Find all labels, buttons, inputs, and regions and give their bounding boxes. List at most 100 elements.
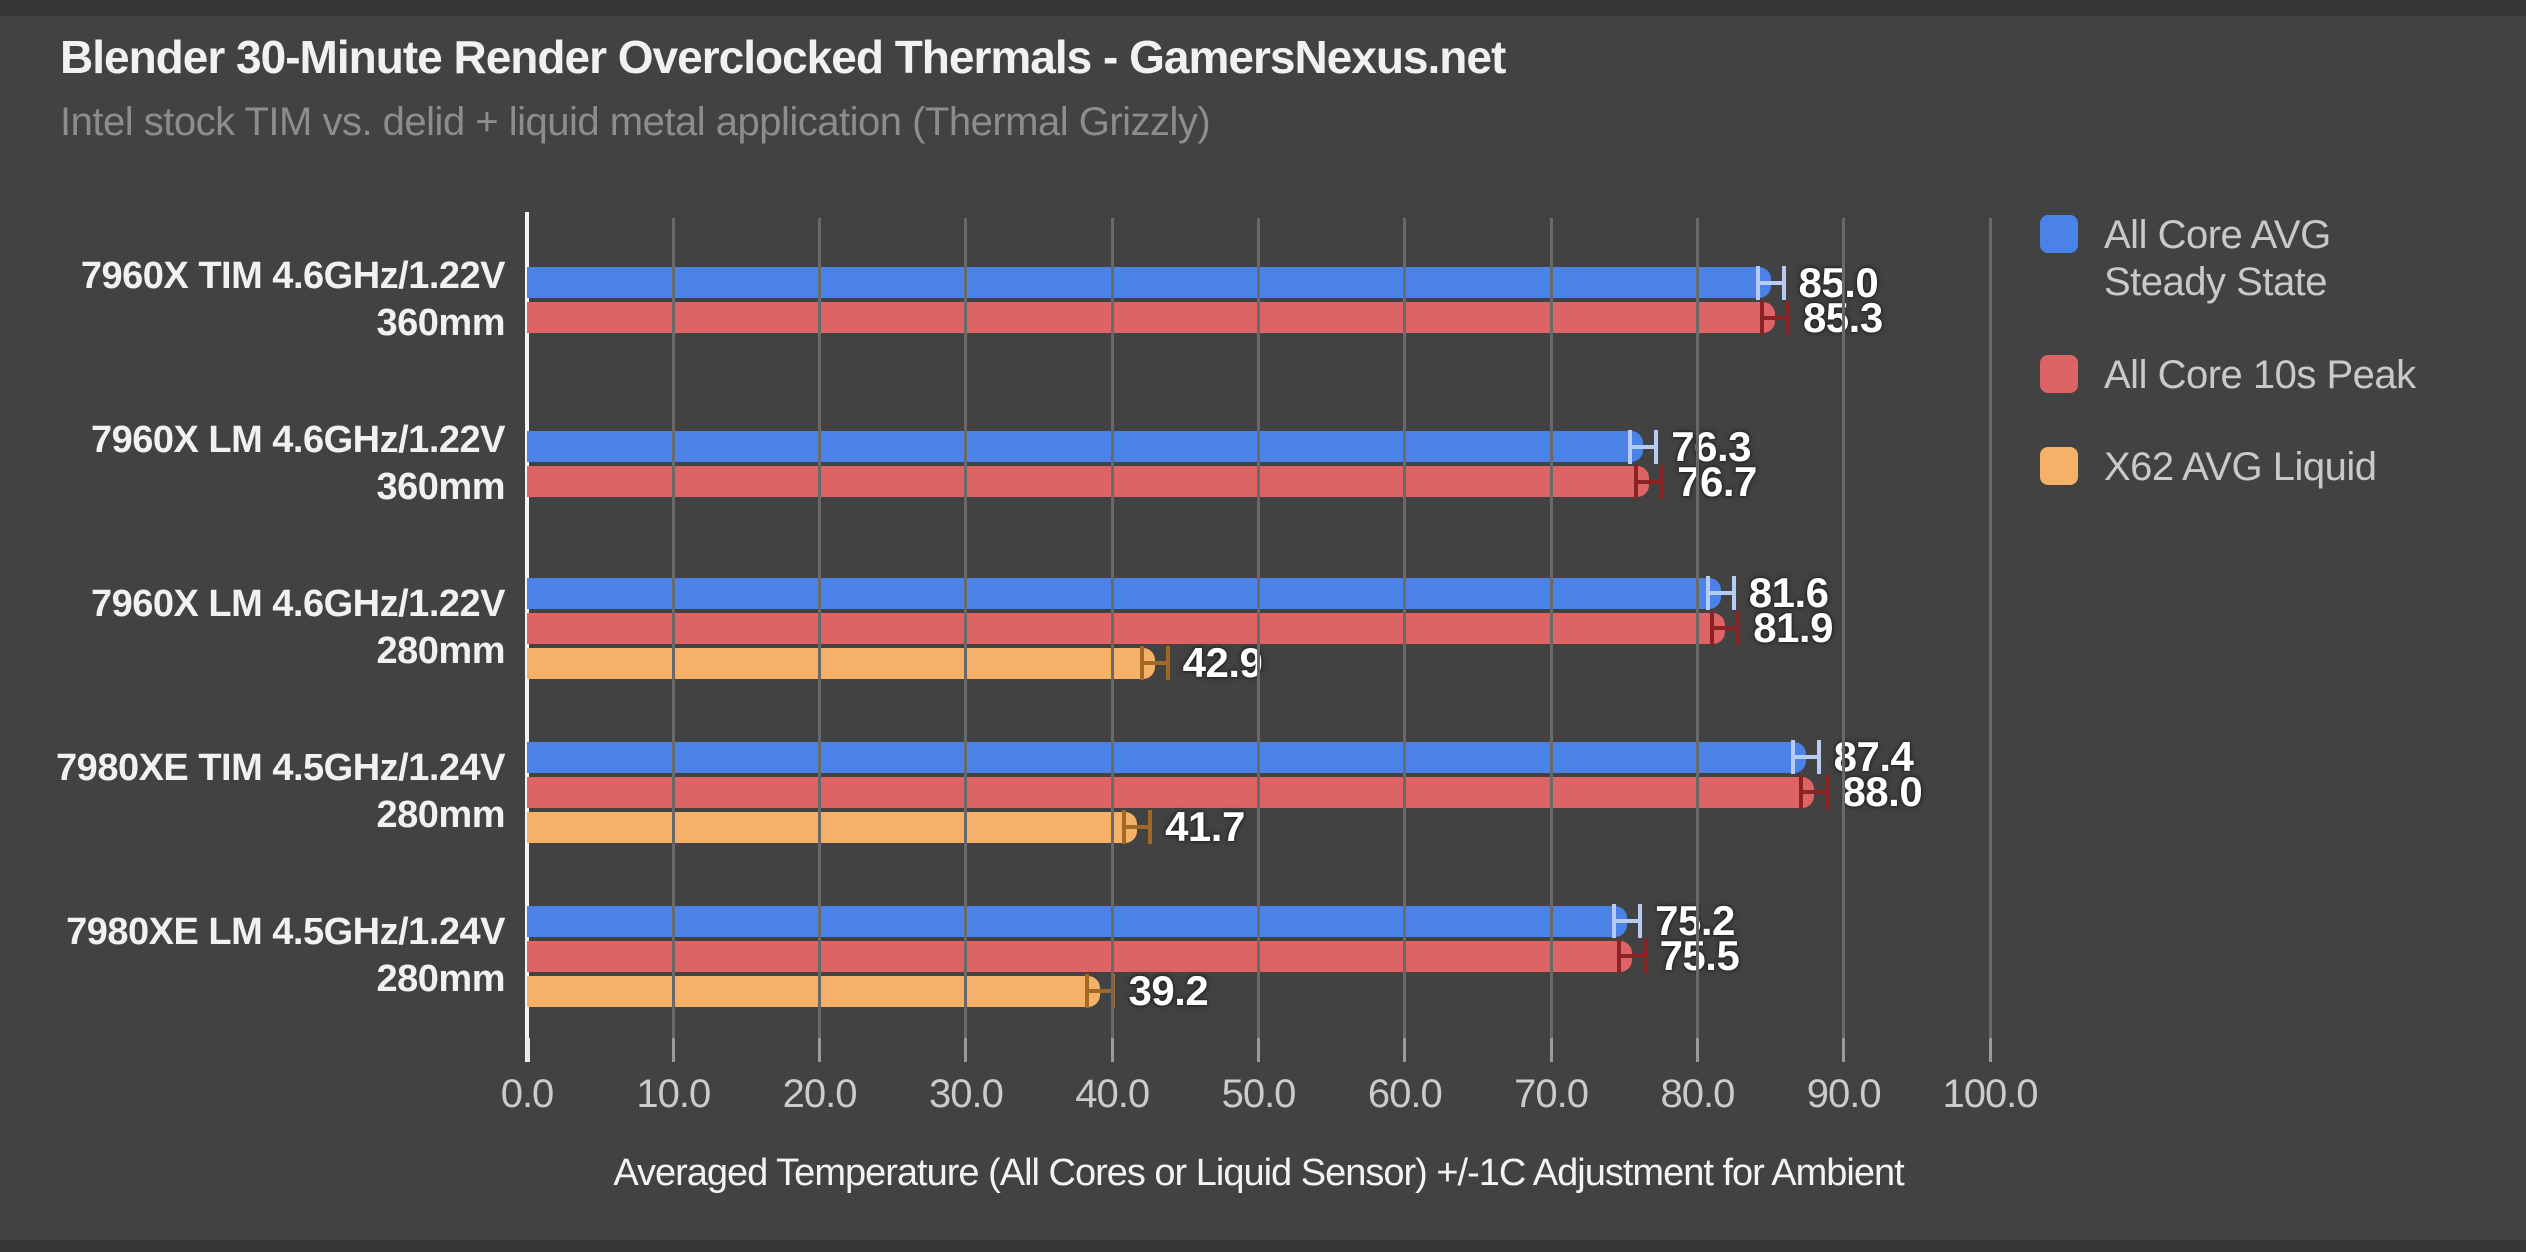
value-label: 76.3 bbox=[1671, 422, 1752, 470]
value-label: 75.2 bbox=[1655, 897, 1735, 945]
gridline bbox=[1403, 218, 1407, 1038]
category-label-line: 360mm bbox=[376, 302, 506, 344]
gridline bbox=[964, 218, 968, 1038]
error-bar bbox=[1799, 775, 1830, 809]
plot-area: 85.0 85.3 76.3 76.7 81.6 81.9 42.9 87.4 88.0 41.7… bbox=[527, 218, 1992, 1038]
category-label-line: 280mm bbox=[376, 958, 506, 1000]
tick-mark bbox=[671, 1038, 675, 1062]
category-label-line: 280mm bbox=[376, 630, 506, 672]
error-bar bbox=[1705, 576, 1736, 610]
bar bbox=[527, 612, 1726, 644]
legend: All Core AVG Steady State All Core 10s Pea… bbox=[2040, 212, 2416, 491]
bar-row: 85.0 bbox=[527, 259, 1990, 306]
tick-mark bbox=[1842, 1038, 1846, 1062]
value-label: 39.2 bbox=[1128, 967, 1209, 1014]
value-label: 87.4 bbox=[1833, 733, 1914, 780]
error-bar bbox=[1616, 939, 1647, 973]
gridline bbox=[671, 218, 675, 1038]
value-label: 41.7 bbox=[1165, 803, 1245, 850]
bar bbox=[527, 577, 1721, 609]
legend-swatch bbox=[2040, 354, 2078, 393]
value-label: 88.0 bbox=[1842, 768, 1923, 815]
bar-group: 76.3 76.7 bbox=[527, 382, 1990, 546]
bar bbox=[527, 647, 1155, 679]
bar bbox=[527, 975, 1101, 1007]
legend-swatch bbox=[2040, 447, 2078, 486]
category-label-line: 7980XE TIM 4.5GHz/1.24V bbox=[56, 747, 505, 789]
gridline bbox=[1695, 218, 1699, 1038]
bar-row: 76.3 bbox=[527, 423, 1990, 470]
bar-group: 87.4 88.0 41.7 bbox=[527, 710, 1990, 874]
category-label: 7980XE LM 4.5GHz/1.24V 280mm bbox=[0, 874, 505, 1038]
bar bbox=[527, 267, 1771, 298]
legend-item: X62 AVG Liquid bbox=[2040, 444, 2416, 491]
bar bbox=[527, 940, 1632, 972]
bar-row: 75.2 bbox=[527, 897, 1990, 944]
tick-mark bbox=[964, 1038, 968, 1062]
legend-label: X62 AVG Liquid bbox=[2104, 445, 2377, 490]
bar bbox=[527, 466, 1650, 497]
tick-label: 40.0 bbox=[1075, 1072, 1150, 1116]
gridline bbox=[1257, 218, 1260, 1038]
tick-mark bbox=[1549, 1038, 1553, 1062]
tick-label: 50.0 bbox=[1221, 1072, 1297, 1116]
bar bbox=[527, 431, 1644, 462]
tick-label: 100.0 bbox=[1942, 1072, 2038, 1116]
bar-row: 75.5 bbox=[527, 932, 1990, 979]
bar-row: 81.9 bbox=[527, 604, 1990, 651]
bar bbox=[527, 302, 1775, 333]
bar-group: 81.6 81.9 42.9 bbox=[527, 546, 1990, 710]
legend-item: All Core AVG Steady State bbox=[2040, 212, 2416, 306]
tick-mark bbox=[818, 1038, 822, 1062]
value-label: 81.9 bbox=[1753, 604, 1833, 651]
tick-mark bbox=[1110, 1038, 1114, 1062]
gridline bbox=[818, 218, 822, 1038]
category-axis: 7960X TIM 4.6GHz/1.22V 360mm 7960X LM 4.6G… bbox=[0, 218, 505, 1038]
bar-row: 88.0 bbox=[527, 768, 1990, 815]
bottom-border-strip bbox=[0, 1240, 2526, 1252]
error-bar bbox=[1628, 429, 1659, 464]
value-label: 85.0 bbox=[1798, 258, 1879, 306]
top-border-strip bbox=[0, 0, 2526, 16]
legend-swatch bbox=[2040, 215, 2078, 253]
gridline bbox=[1988, 218, 1992, 1038]
tick-label: 70.0 bbox=[1514, 1072, 1589, 1116]
error-bar bbox=[1759, 300, 1790, 335]
tick-mark bbox=[1403, 1038, 1407, 1062]
gridline bbox=[1842, 218, 1846, 1038]
tick-mark bbox=[1257, 1038, 1260, 1062]
error-bar bbox=[1790, 740, 1821, 774]
chart-title: Blender 30-Minute Render Overclocked The… bbox=[60, 31, 1506, 83]
chart-subtitle: Intel stock TIM vs. delid + liquid metal… bbox=[60, 100, 1211, 144]
x-axis: 0.0 10.0 20.0 30.0 40.0 50.0 60.0 70.0 80.0 90.0 1… bbox=[501, 1038, 2039, 1138]
value-label: 75.5 bbox=[1659, 932, 1740, 979]
category-label-line: 360mm bbox=[376, 466, 506, 508]
error-bar bbox=[1612, 904, 1643, 938]
value-label: 81.6 bbox=[1748, 569, 1829, 616]
tick-mark bbox=[525, 1038, 530, 1062]
tick-label: 0.0 bbox=[500, 1072, 555, 1116]
tick-mark bbox=[1988, 1038, 1992, 1062]
tick-label: 10.0 bbox=[636, 1072, 711, 1116]
bar-row: 42.9 bbox=[527, 639, 1990, 686]
tick-label: 60.0 bbox=[1367, 1072, 1443, 1116]
bar bbox=[527, 811, 1138, 843]
error-bar bbox=[1139, 646, 1170, 680]
value-label: 42.9 bbox=[1182, 639, 1263, 686]
tick-mark bbox=[1695, 1038, 1699, 1062]
error-bar bbox=[1755, 265, 1786, 300]
category-label: 7960X TIM 4.6GHz/1.22V 360mm bbox=[0, 218, 506, 382]
category-label: 7960X LM 4.6GHz/1.22V 280mm bbox=[0, 546, 506, 710]
category-label-line: 280mm bbox=[376, 794, 506, 836]
bar-row: 41.7 bbox=[527, 803, 1990, 850]
bar-row: 76.7 bbox=[527, 458, 1990, 505]
bar bbox=[527, 776, 1815, 808]
error-bar bbox=[1634, 464, 1665, 499]
error-bar bbox=[1710, 611, 1741, 645]
x-axis-title: Averaged Temperature (All Cores or Liqui… bbox=[613, 1152, 1904, 1194]
bar bbox=[527, 741, 1806, 773]
bar-row: 81.6 bbox=[527, 569, 1990, 616]
tick-label: 30.0 bbox=[928, 1072, 1004, 1116]
tick-label: 20.0 bbox=[782, 1072, 858, 1116]
